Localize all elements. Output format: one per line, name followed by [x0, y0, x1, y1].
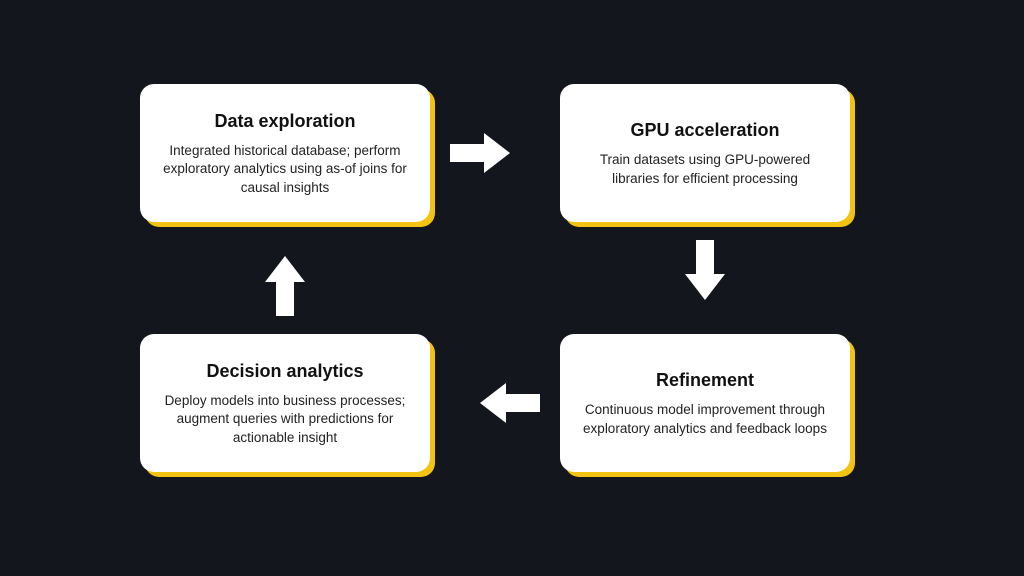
card-title: Refinement: [656, 370, 754, 391]
arrow-down-icon: [685, 240, 725, 300]
arrow-right-icon: [450, 133, 510, 173]
arrow-up-icon: [265, 256, 305, 316]
card-decision-analytics: Decision analytics Deploy models into bu…: [140, 334, 430, 472]
card-body: Train datasets using GPU-powered librari…: [582, 151, 828, 187]
card-body: Integrated historical database; perform …: [162, 142, 408, 197]
card-data-exploration: Data exploration Integrated historical d…: [140, 84, 430, 222]
card-title: Decision analytics: [206, 361, 363, 382]
card-body: Deploy models into business processes; a…: [162, 392, 408, 447]
card-body: Continuous model improvement through exp…: [582, 401, 828, 437]
arrow-left-icon: [480, 383, 540, 423]
card-title: GPU acceleration: [630, 120, 779, 141]
card-gpu-acceleration: GPU acceleration Train datasets using GP…: [560, 84, 850, 222]
card-refinement: Refinement Continuous model improvement …: [560, 334, 850, 472]
card-title: Data exploration: [214, 111, 355, 132]
